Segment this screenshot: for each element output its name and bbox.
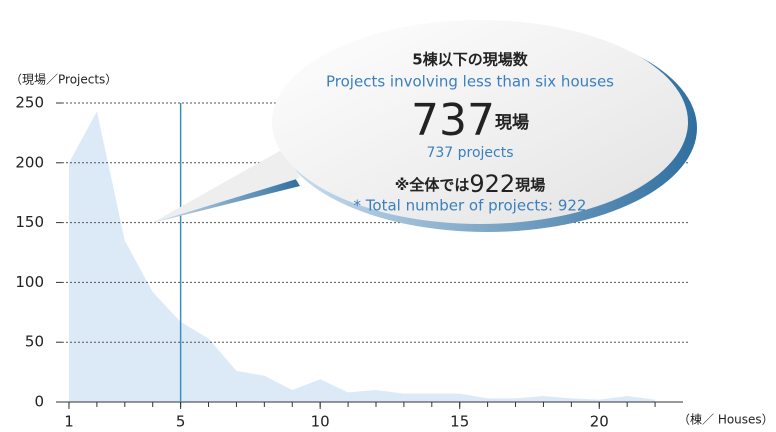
callout-tail [152,148,300,223]
total-number: 922 [469,170,515,198]
y-tick-label: 200 [15,153,44,171]
y-tick-label: 150 [15,213,44,231]
y-axis-label: （現場／Projects） [10,73,117,87]
callout-body [272,20,688,224]
callout-big-en: 737 projects [426,145,513,161]
callout-total-en: * Total number of projects: 922 [354,197,587,215]
y-tick-label: 250 [15,94,44,112]
big-unit: 現場 [495,113,529,133]
x-tick-label: 5 [176,413,186,431]
callout: 5棟以下の現場数 Projects involving less than si… [152,20,697,232]
y-tick-label: 0 [34,393,44,411]
x-tick-label: 1 [64,413,74,431]
x-tick-label: 15 [450,413,469,431]
total-prefix: ※全体では [395,176,470,194]
y-tick-label: 100 [15,273,44,291]
x-axis-label: （棟／ Houses） [678,412,774,427]
y-tick-label: 50 [25,333,44,351]
big-number: 737 [411,95,495,146]
area [68,111,656,402]
callout-title-en: Projects involving less than six houses [326,73,614,91]
x-tick-label: 10 [311,413,330,431]
total-unit: 現場 [515,176,545,194]
x-tick-label: 20 [590,413,609,431]
callout-big: 737現場 [411,95,529,146]
callout-total: ※全体では922現場 [395,170,545,198]
callout-title: 5棟以下の現場数 [412,51,528,69]
